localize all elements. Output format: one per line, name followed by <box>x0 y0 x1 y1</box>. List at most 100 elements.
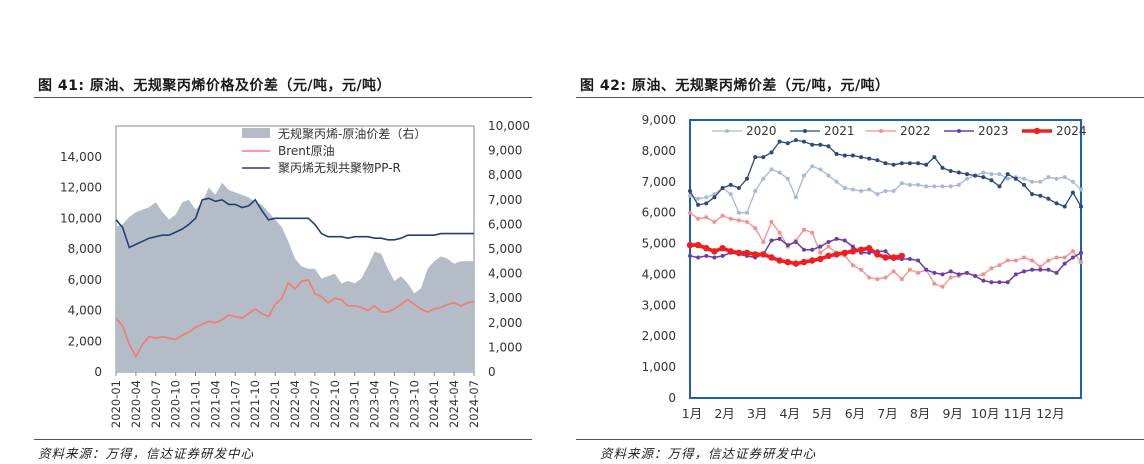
series-2022-point <box>1030 258 1035 263</box>
series-2021-point <box>826 144 831 149</box>
legend-label-2021: 2021 <box>824 124 855 138</box>
series-2022-point <box>916 270 921 275</box>
series-2024-point <box>711 248 718 255</box>
left-x-tick-label: 2022-07 <box>308 380 322 428</box>
series-2024-point <box>898 252 905 260</box>
series-2021-point <box>810 142 815 147</box>
series-2021-point <box>907 161 912 166</box>
series-2021-point <box>932 155 937 160</box>
series-2022-point <box>802 227 806 232</box>
series-2022-point <box>745 219 749 224</box>
right-chart-y-tick-label: 6,000 <box>642 206 676 220</box>
series-2020-point <box>965 176 969 181</box>
series-2020-point <box>883 189 888 193</box>
legend-swatch-spread <box>242 128 270 138</box>
series-2022-point <box>859 267 864 272</box>
series-2023-point <box>1013 272 1018 277</box>
series-2022-point <box>948 275 953 280</box>
series-2020-point <box>1005 176 1010 181</box>
series-2024-point <box>809 257 816 264</box>
series-2022-point <box>704 215 709 220</box>
series-2022-point <box>932 281 937 286</box>
series-2020-point <box>761 176 766 181</box>
series-2020-point <box>785 176 790 181</box>
series-2023-point <box>1062 261 1067 266</box>
series-2023-point <box>696 255 701 260</box>
series-2022-point <box>891 269 896 274</box>
series-2024-point <box>817 255 824 263</box>
right-chart-y-tick-label: 5,000 <box>642 237 676 251</box>
series-2022-point <box>736 218 741 223</box>
series-2021-point <box>1005 172 1010 177</box>
left-source-note: 资料来源：万得，信达证券研发中心 <box>38 446 255 461</box>
left-footer-rule <box>34 439 532 440</box>
series-2024-point <box>882 254 889 261</box>
left-x-tick-label: 2023-01 <box>348 380 362 428</box>
series-2023-point <box>973 274 978 278</box>
right-chart-x-tick-label: 3月 <box>747 406 767 421</box>
series-2024-point <box>874 251 881 258</box>
legend-marker-2020 <box>725 129 729 133</box>
right-chart-x-tick-label: 2月 <box>714 406 734 421</box>
series-2020-point <box>875 192 880 197</box>
series-2022-point <box>712 219 717 224</box>
series-2022-point <box>720 213 725 218</box>
series-2020-point <box>981 170 986 175</box>
series-2021-point <box>842 153 847 158</box>
series-2022-point <box>1038 264 1043 269</box>
series-2023-point <box>818 244 823 249</box>
series-2020-point <box>1046 175 1051 180</box>
series-2020-point <box>818 167 823 172</box>
series-2020-point <box>753 189 758 193</box>
legend-label-pp-r: 聚丙烯无规共聚物PP-R <box>278 160 401 175</box>
series-2022-point <box>1005 258 1010 263</box>
left-y-tick-label: 10,000 <box>60 211 102 225</box>
series-2023-point <box>948 269 953 274</box>
series-2023-point <box>1005 280 1010 285</box>
brent-line-series <box>115 278 475 359</box>
series-2020-point <box>1038 179 1043 184</box>
legend-marker-2023 <box>957 129 961 133</box>
series-2021-point <box>948 169 953 173</box>
series-2023-point <box>826 240 831 244</box>
series-2023-point <box>916 258 921 263</box>
series-2023-point <box>793 240 798 244</box>
series-2022-point <box>867 275 872 280</box>
series-2022-point <box>1062 255 1067 260</box>
series-2023-point <box>834 236 839 241</box>
series-2024-point <box>735 249 743 256</box>
series-2021-point <box>1022 182 1026 187</box>
series-2020-point <box>1079 187 1083 192</box>
series-2023-point <box>850 244 855 249</box>
spread-area-series <box>116 182 474 372</box>
series-2020-point <box>696 196 701 201</box>
series-2021-point <box>965 172 969 177</box>
series-2024-point <box>743 249 751 256</box>
right-chart-y-tick-label: 2,000 <box>642 329 676 343</box>
right-chart-x-tick-label: 8月 <box>910 406 930 421</box>
series-2022-point <box>989 266 994 271</box>
series-2020-point <box>842 186 847 190</box>
right-chart-y-tick-label: 0 <box>668 391 676 405</box>
left-x-tick-label: 2021-10 <box>248 380 262 428</box>
right-y-tick-label: 3,000 <box>488 291 522 305</box>
right-chart-y-tick-label: 1,000 <box>642 360 676 374</box>
right-chart-x-tick-label: 5月 <box>812 406 832 421</box>
series-2020-point <box>989 172 994 177</box>
right-chart-x-tick-label: 7月 <box>877 406 897 421</box>
series-2023-point <box>810 247 815 252</box>
series-2020-point <box>956 182 961 187</box>
series-2023-point <box>720 253 725 258</box>
series-2022-point <box>761 240 766 244</box>
series-2020-point <box>899 181 904 186</box>
series-2021-point <box>736 186 741 190</box>
right-chart-x-tick-label: 4月 <box>780 406 800 421</box>
series-2022-point <box>818 250 823 255</box>
series-2022-point <box>997 263 1002 268</box>
series-2021-point <box>761 155 766 160</box>
series-2023-point <box>1054 270 1059 275</box>
series-2023-point <box>932 270 937 275</box>
series-2021-point <box>704 201 709 206</box>
series-2023-point <box>1038 267 1043 272</box>
series-2023-point <box>712 255 717 260</box>
